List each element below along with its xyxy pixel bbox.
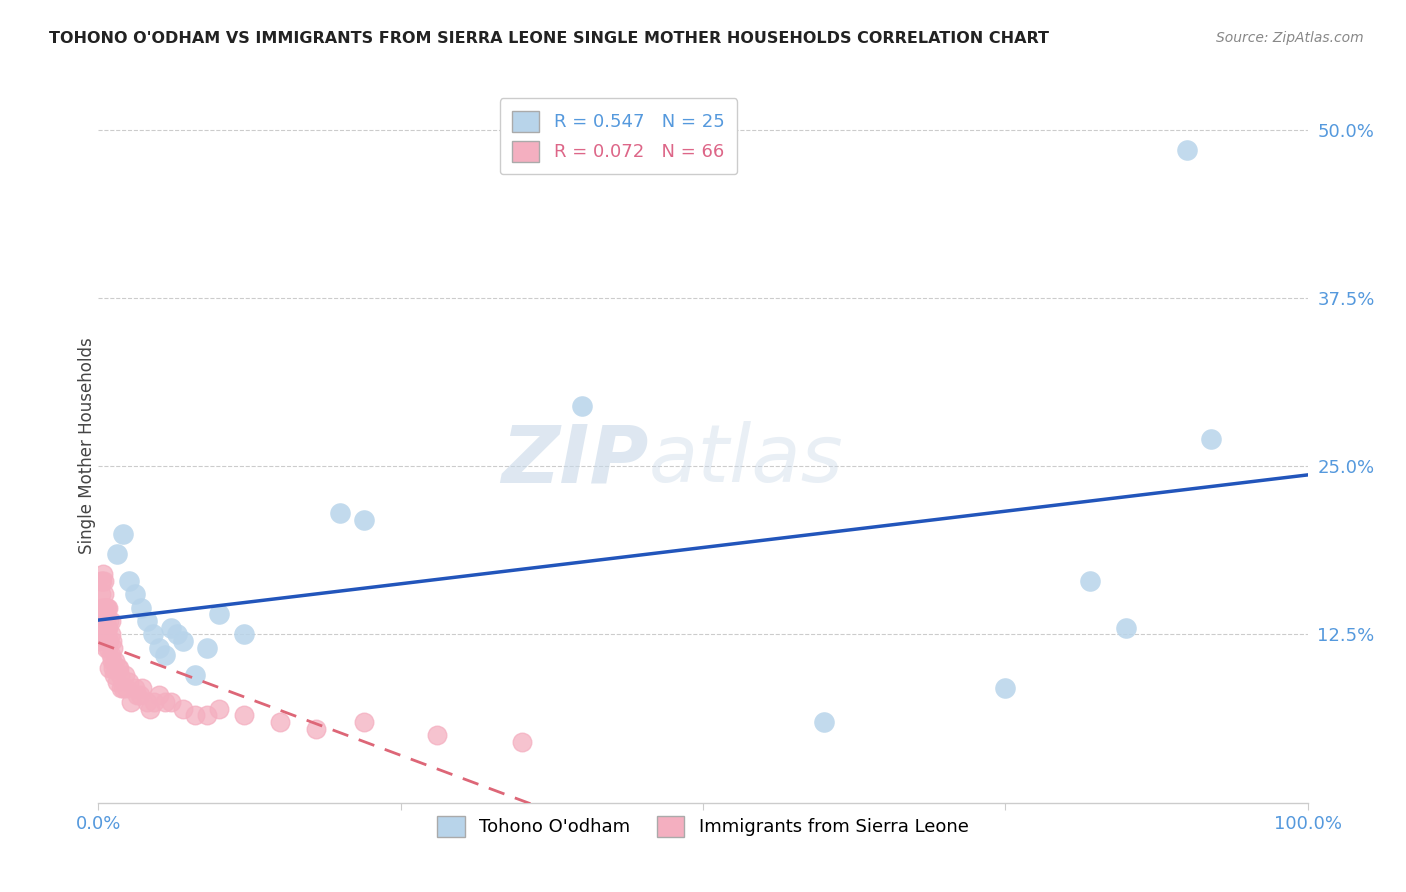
Point (208, 607, 231, 622)
Point (195, 640, 218, 655)
Point (94, 614, 117, 628)
Text: TOHONO O'ODHAM VS IMMIGRANTS FROM SIERRA LEONE SINGLE MOTHER HOUSEHOLDS CORRELAT: TOHONO O'ODHAM VS IMMIGRANTS FROM SIERRA… (49, 31, 1049, 46)
Point (94, 640, 117, 655)
Point (104, 655, 127, 669)
Point (96, 634, 118, 648)
Point (135, 614, 157, 628)
Point (128, 688, 150, 702)
Point (184, 708, 207, 723)
Point (105, 674, 128, 689)
Point (131, 681, 153, 696)
Point (110, 681, 132, 696)
Point (96, 600, 118, 615)
Point (139, 701, 162, 715)
Point (93, 574, 115, 588)
Point (90, 574, 112, 588)
Point (232, 627, 254, 641)
Point (148, 640, 170, 655)
Point (101, 640, 124, 655)
Point (100, 634, 122, 648)
Point (105, 547, 128, 561)
Point (571, 399, 593, 413)
Point (127, 688, 149, 702)
Point (153, 695, 176, 709)
Point (118, 674, 141, 689)
Point (91, 600, 114, 615)
Point (103, 668, 125, 682)
Point (100, 627, 122, 641)
Point (108, 661, 131, 675)
Point (101, 661, 124, 675)
Point (510, 735, 533, 749)
Point (97, 640, 120, 655)
Point (114, 668, 136, 682)
Point (1199, 432, 1222, 446)
Point (124, 587, 146, 601)
Point (91, 566, 114, 581)
Point (98, 661, 121, 675)
Point (1175, 143, 1198, 157)
Point (91, 607, 114, 622)
Point (93, 607, 115, 622)
Point (142, 627, 165, 641)
Point (166, 627, 188, 641)
Point (160, 695, 183, 709)
Point (98, 614, 121, 628)
Text: ZIP: ZIP (501, 421, 648, 500)
Point (353, 513, 375, 527)
Point (93, 627, 115, 641)
Point (1078, 574, 1101, 588)
Point (172, 634, 194, 648)
Point (97, 600, 120, 615)
Point (124, 681, 146, 696)
Point (115, 681, 138, 696)
Point (153, 648, 176, 662)
Point (118, 574, 141, 588)
Point (172, 701, 194, 715)
Y-axis label: Single Mother Households: Single Mother Households (79, 338, 96, 554)
Point (143, 695, 166, 709)
Point (100, 614, 122, 628)
Legend: Tohono O'odham, Immigrants from Sierra Leone: Tohono O'odham, Immigrants from Sierra L… (430, 808, 976, 844)
Point (994, 681, 1017, 696)
Point (1115, 621, 1137, 635)
Point (813, 714, 835, 729)
Point (89, 634, 111, 648)
Point (98, 634, 121, 648)
Point (108, 668, 131, 682)
Point (90, 587, 112, 601)
Point (232, 708, 254, 723)
Point (353, 714, 375, 729)
Point (329, 506, 352, 520)
Point (305, 722, 328, 736)
Point (97, 621, 120, 635)
Point (120, 695, 142, 709)
Point (91, 574, 114, 588)
Point (129, 600, 152, 615)
Point (111, 681, 134, 696)
Point (100, 648, 122, 662)
Point (184, 668, 207, 682)
Point (148, 688, 170, 702)
Point (100, 655, 122, 669)
Point (269, 714, 291, 729)
Point (96, 621, 118, 635)
Point (426, 729, 449, 743)
Point (93, 587, 115, 601)
Point (90, 621, 112, 635)
Point (89, 607, 111, 622)
Point (160, 621, 183, 635)
Point (111, 526, 134, 541)
Point (135, 695, 157, 709)
Text: atlas: atlas (648, 421, 844, 500)
Text: Source: ZipAtlas.com: Source: ZipAtlas.com (1216, 31, 1364, 45)
Point (91, 600, 114, 615)
Point (91, 627, 114, 641)
Point (94, 600, 117, 615)
Point (208, 701, 231, 715)
Point (195, 708, 218, 723)
Point (107, 661, 129, 675)
